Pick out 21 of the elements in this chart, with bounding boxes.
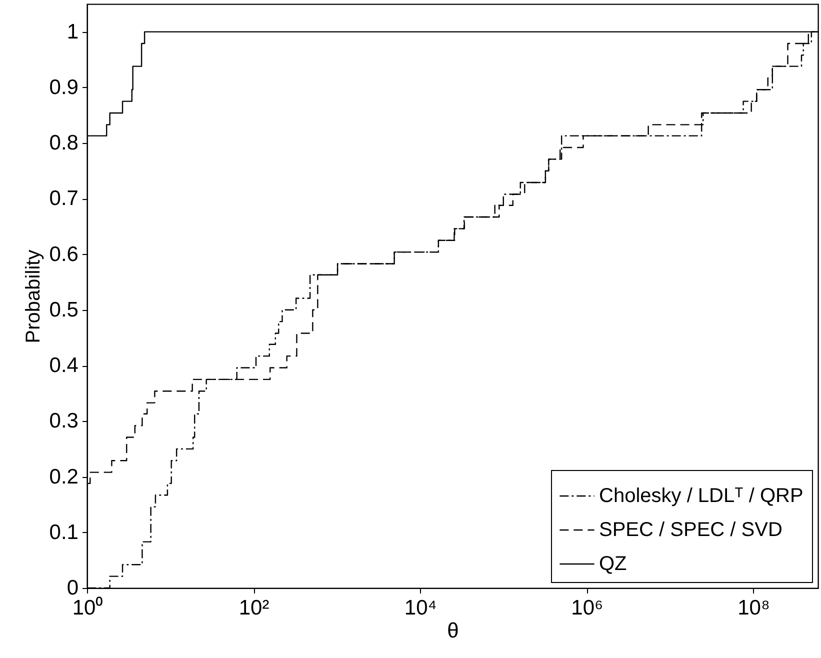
y-tick-label: 1 [66, 20, 78, 44]
x-tick-label: 10² [238, 596, 270, 620]
x-axis-title: θ [447, 620, 459, 642]
x-tick-label: 10⁸ [738, 596, 770, 620]
legend-label: QZ [599, 553, 627, 575]
x-tick-label: 10⁶ [571, 596, 604, 620]
y-tick-label: 0.5 [49, 298, 78, 322]
y-tick-label: 0.8 [49, 132, 78, 155]
y-tick-label: 0 [66, 576, 78, 600]
y-tick-label: 0.3 [49, 410, 78, 433]
y-tick-label: 0.9 [49, 76, 78, 99]
y-tick-label: 0.4 [49, 354, 79, 378]
x-tick-label: 10⁰ [72, 596, 103, 620]
y-axis-title: Probability [22, 250, 44, 344]
y-tick-label: 0.6 [49, 242, 78, 266]
y-tick-label: 0.2 [49, 465, 78, 488]
x-tick-label: 10⁴ [404, 596, 437, 620]
legend-label: Cholesky / LDLᵀ / QRP [599, 485, 804, 507]
y-tick-label: 0.1 [49, 520, 78, 544]
y-tick-label: 0.7 [49, 187, 78, 210]
legend-label: SPEC / SPEC / SVD [599, 519, 782, 541]
